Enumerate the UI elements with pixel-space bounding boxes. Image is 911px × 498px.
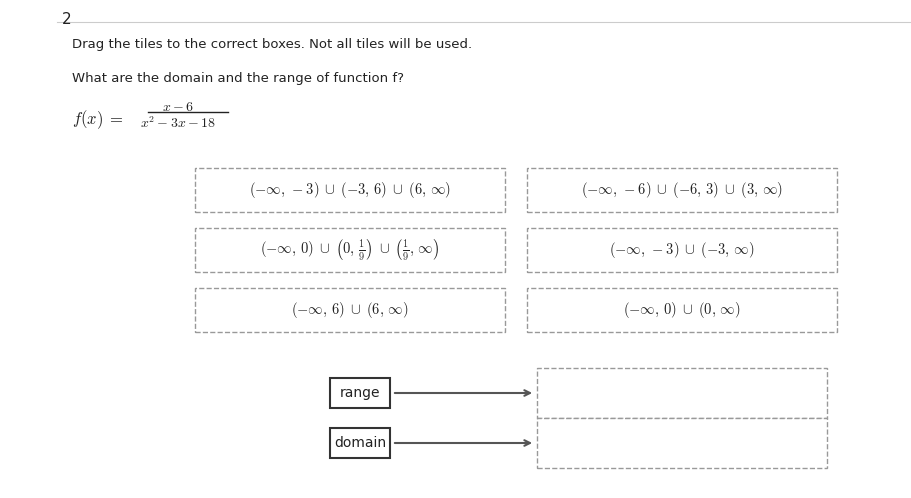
Text: Drag the tiles to the correct boxes. Not all tiles will be used.: Drag the tiles to the correct boxes. Not… bbox=[72, 38, 472, 51]
Text: $x - 6$: $x - 6$ bbox=[162, 100, 194, 114]
Text: $(-\infty,\,-3)\;\cup\;(-3,\,6)\;\cup\;(6,\,\infty)$: $(-\infty,\,-3)\;\cup\;(-3,\,6)\;\cup\;(… bbox=[249, 180, 451, 200]
Text: $(-\infty,\,-3)\;\cup\;(-3,\,\infty)$: $(-\infty,\,-3)\;\cup\;(-3,\,\infty)$ bbox=[609, 240, 754, 260]
FancyBboxPatch shape bbox=[330, 428, 390, 458]
Text: range: range bbox=[340, 386, 380, 400]
FancyBboxPatch shape bbox=[537, 418, 827, 468]
FancyBboxPatch shape bbox=[330, 378, 390, 408]
Text: 2: 2 bbox=[62, 12, 72, 27]
Text: $(-\infty,\,0)\;\cup\;\left(0,\,\frac{1}{9}\right)\;\cup\;\left(\frac{1}{9},\,\i: $(-\infty,\,0)\;\cup\;\left(0,\,\frac{1}… bbox=[261, 238, 440, 262]
FancyBboxPatch shape bbox=[195, 228, 505, 272]
FancyBboxPatch shape bbox=[537, 368, 827, 418]
FancyBboxPatch shape bbox=[527, 168, 837, 212]
Text: domain: domain bbox=[334, 436, 386, 450]
Text: $(-\infty,\,0)\;\cup\;(0,\,\infty)$: $(-\infty,\,0)\;\cup\;(0,\,\infty)$ bbox=[623, 300, 741, 320]
Text: $(-\infty,\,6)\;\cup\;(6,\,\infty)$: $(-\infty,\,6)\;\cup\;(6,\,\infty)$ bbox=[292, 300, 409, 320]
FancyBboxPatch shape bbox=[527, 228, 837, 272]
FancyBboxPatch shape bbox=[195, 288, 505, 332]
Text: $f(x)\; =\;$: $f(x)\; =\;$ bbox=[72, 108, 124, 130]
FancyBboxPatch shape bbox=[527, 288, 837, 332]
Text: What are the domain and the range of function f?: What are the domain and the range of fun… bbox=[72, 72, 404, 85]
FancyBboxPatch shape bbox=[195, 168, 505, 212]
Text: $(-\infty,\,-6)\;\cup\;(-6,\,3)\;\cup\;(3,\,\infty)$: $(-\infty,\,-6)\;\cup\;(-6,\,3)\;\cup\;(… bbox=[581, 180, 783, 200]
Text: $x^2 - 3x - 18$: $x^2 - 3x - 18$ bbox=[140, 115, 216, 130]
